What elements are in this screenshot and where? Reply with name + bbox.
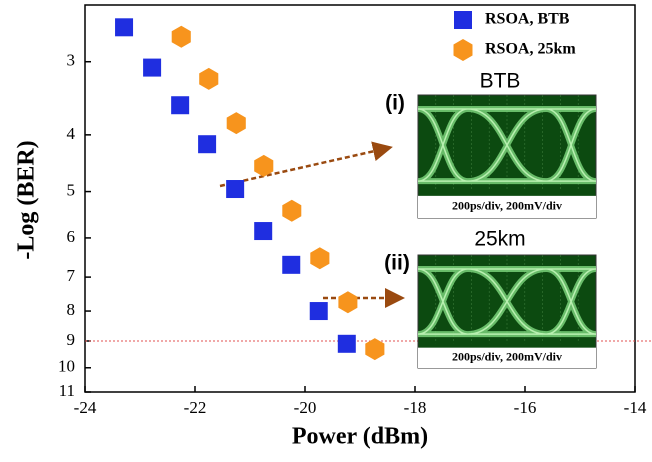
inset-index: (i) xyxy=(385,92,405,115)
legend-marker xyxy=(454,11,472,29)
data-point xyxy=(310,247,329,269)
x-tick-label: -20 xyxy=(294,398,317,417)
data-point xyxy=(226,180,244,198)
data-point xyxy=(115,18,133,36)
x-axis-label: Power (dBm) xyxy=(292,424,428,450)
chart: Power (dBm) -Log (BER) -24 -22 -20 -18 -16 -1… xyxy=(0,0,652,457)
data-point xyxy=(199,68,218,90)
data-point xyxy=(310,302,328,320)
x-tick-label: -24 xyxy=(74,398,97,417)
inset-caption: 200ps/div, 200mV/div xyxy=(452,199,562,213)
data-point xyxy=(227,112,246,134)
y-tick-label: 8 xyxy=(67,300,76,319)
inset-index: (ii) xyxy=(384,252,410,275)
data-point xyxy=(338,335,356,353)
y-tick-label: 11 xyxy=(59,381,75,400)
data-point xyxy=(143,59,161,77)
y-axis-label: -Log (BER) xyxy=(14,140,40,259)
data-point xyxy=(282,256,300,274)
x-tick-label: -22 xyxy=(184,398,207,417)
arrow xyxy=(220,148,388,186)
y-tick-label: 9 xyxy=(67,330,76,349)
data-point xyxy=(254,222,272,240)
data-point xyxy=(172,26,191,48)
y-tick-label: 5 xyxy=(67,180,76,199)
inset-title: BTB xyxy=(480,70,521,93)
y-tick-label: 3 xyxy=(67,51,76,70)
data-point xyxy=(198,135,216,153)
y-tick-label: 7 xyxy=(67,266,76,285)
y-tick-label: 6 xyxy=(67,227,76,246)
inset-caption: 200ps/div, 200mV/div xyxy=(452,350,562,364)
y-tick-label: 4 xyxy=(67,124,76,143)
legend-label: RSOA, BTB xyxy=(485,11,570,28)
x-tick-label: -18 xyxy=(404,398,427,417)
data-point xyxy=(338,291,357,313)
x-tick-label: -16 xyxy=(514,398,537,417)
inset-title: 25km xyxy=(474,228,525,251)
data-point xyxy=(171,96,189,114)
y-tick-label: 10 xyxy=(58,357,75,376)
data-point xyxy=(282,200,301,222)
legend-label: RSOA, 25km xyxy=(485,41,576,58)
x-tick-label: -14 xyxy=(624,398,647,417)
legend-marker xyxy=(454,39,473,61)
